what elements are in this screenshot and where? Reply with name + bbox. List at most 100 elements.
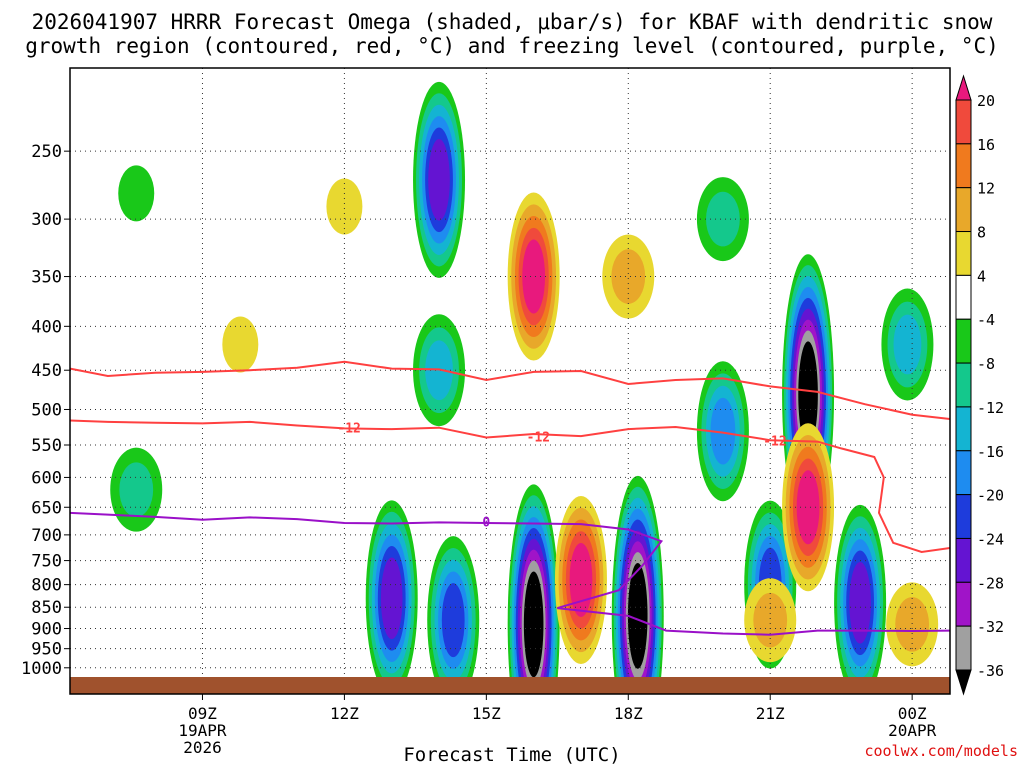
omega-feature [602, 234, 655, 319]
y-tick-label: 900 [31, 620, 62, 640]
omega-band [895, 597, 930, 652]
colorbar-tick-label: -8 [977, 355, 995, 373]
contour-freezing_level [70, 511, 950, 636]
omega-band [428, 139, 450, 221]
omega-feature [222, 316, 259, 373]
colorbar-tick-label: 8 [977, 224, 986, 242]
y-tick-label: 450 [31, 361, 62, 381]
omega-feature [413, 81, 466, 278]
omega-feature [326, 178, 363, 235]
x-tick-label: 09Z [188, 704, 217, 723]
colorbar-swatch [955, 450, 972, 496]
colorbar-tick-label: 4 [977, 267, 986, 285]
omega-band [380, 557, 403, 640]
omega-band [523, 571, 544, 677]
omega-band [849, 562, 871, 644]
omega-feature [881, 288, 934, 401]
omega-feature [365, 500, 418, 677]
omega-feature [118, 165, 155, 222]
y-tick-label: 600 [31, 468, 62, 488]
omega-band [222, 316, 259, 373]
colorbar-swatch [955, 362, 972, 408]
omega-band [326, 178, 363, 235]
omega-feature [611, 475, 664, 677]
y-tick-label: 300 [31, 210, 62, 230]
colorbar-swatch [955, 537, 972, 583]
plot-frame [69, 67, 951, 695]
y-tick-label: 250 [31, 142, 62, 162]
omega-feature [834, 504, 887, 677]
omega-feature [427, 536, 480, 677]
colorbar-swatch [955, 187, 972, 233]
colorbar-tick-label: 12 [977, 180, 995, 198]
omega-band [611, 249, 646, 304]
colorbar-tick-label: -36 [977, 662, 1004, 680]
y-tick-label: 550 [31, 436, 62, 456]
omega-feature [886, 582, 939, 667]
omega-feature [507, 192, 560, 361]
omega-band [522, 239, 546, 314]
x-tick-label: 20APR [888, 721, 937, 740]
omega-band [706, 191, 740, 247]
colorbar-tick-label: -24 [977, 530, 1004, 548]
contour-dgz_bottom [70, 419, 950, 554]
omega-feature [782, 423, 835, 592]
contour-dgz_top [70, 360, 950, 420]
x-tick-label: 00Z [898, 704, 927, 723]
x-tick-label: 2026 [183, 738, 222, 757]
omega-feature [110, 447, 163, 532]
colorbar-tick-label: -12 [977, 399, 1004, 417]
ground-band [70, 677, 950, 694]
omega-feature [507, 484, 560, 677]
y-tick-label: 950 [31, 640, 62, 660]
omega-feature [554, 495, 607, 664]
y-tick-label: 350 [31, 268, 62, 288]
omega-band [893, 314, 922, 375]
y-tick-label: 800 [31, 576, 62, 596]
x-tick-label: 12Z [330, 704, 359, 723]
omega-feature [696, 177, 749, 262]
colorbar-tick-label: -16 [977, 443, 1004, 461]
omega-band [710, 397, 736, 465]
contour-label: -12 [527, 430, 550, 445]
y-tick-label: 400 [31, 317, 62, 337]
x-tick-label: 21Z [756, 704, 785, 723]
colorbar-swatch [955, 318, 972, 364]
colorbar-swatch [955, 274, 972, 320]
colorbar-cap-bottom [955, 669, 972, 696]
y-tick-label: 500 [31, 400, 62, 420]
y-tick-label: 700 [31, 526, 62, 546]
y-tick-label: 650 [31, 498, 62, 518]
contour-label: 0 [482, 515, 490, 530]
contour-label: -12 [337, 421, 360, 436]
y-tick-label: 1000 [21, 659, 62, 679]
colorbar-tick-label: -28 [977, 574, 1004, 592]
omega-band [753, 592, 788, 648]
colorbar-swatch [955, 99, 972, 145]
colorbar-tick-label: 16 [977, 136, 995, 154]
colorbar-swatch [955, 406, 972, 452]
colorbar-swatch [955, 231, 972, 276]
omega-band [569, 542, 593, 617]
colorbar-swatch [955, 143, 972, 189]
colorbar-tick-label: -20 [977, 487, 1004, 505]
y-tick-label: 750 [31, 552, 62, 572]
chart-title-line-2: growth region (contoured, red, °C) and f… [25, 34, 999, 58]
y-tick-label: 850 [31, 598, 62, 618]
omega-band [796, 470, 820, 545]
colorbar-swatch [955, 494, 972, 539]
omega-band [627, 562, 648, 669]
x-tick-label: 18Z [614, 704, 643, 723]
colorbar-cap-top [955, 74, 972, 101]
colorbar-swatch [955, 625, 972, 671]
colorbar-tick-label: -4 [977, 311, 995, 329]
colorbar-swatch [955, 581, 972, 627]
omega-feature [744, 578, 797, 663]
chart-title-line-1: 2026041907 HRRR Forecast Omega (shaded, … [31, 10, 993, 34]
colorbar-tick-label: 20 [977, 92, 995, 110]
credit-text: coolwx.com/models [864, 742, 1018, 760]
omega-band [441, 583, 465, 658]
contour-label: -12 [763, 435, 786, 450]
omega-band [118, 165, 155, 222]
